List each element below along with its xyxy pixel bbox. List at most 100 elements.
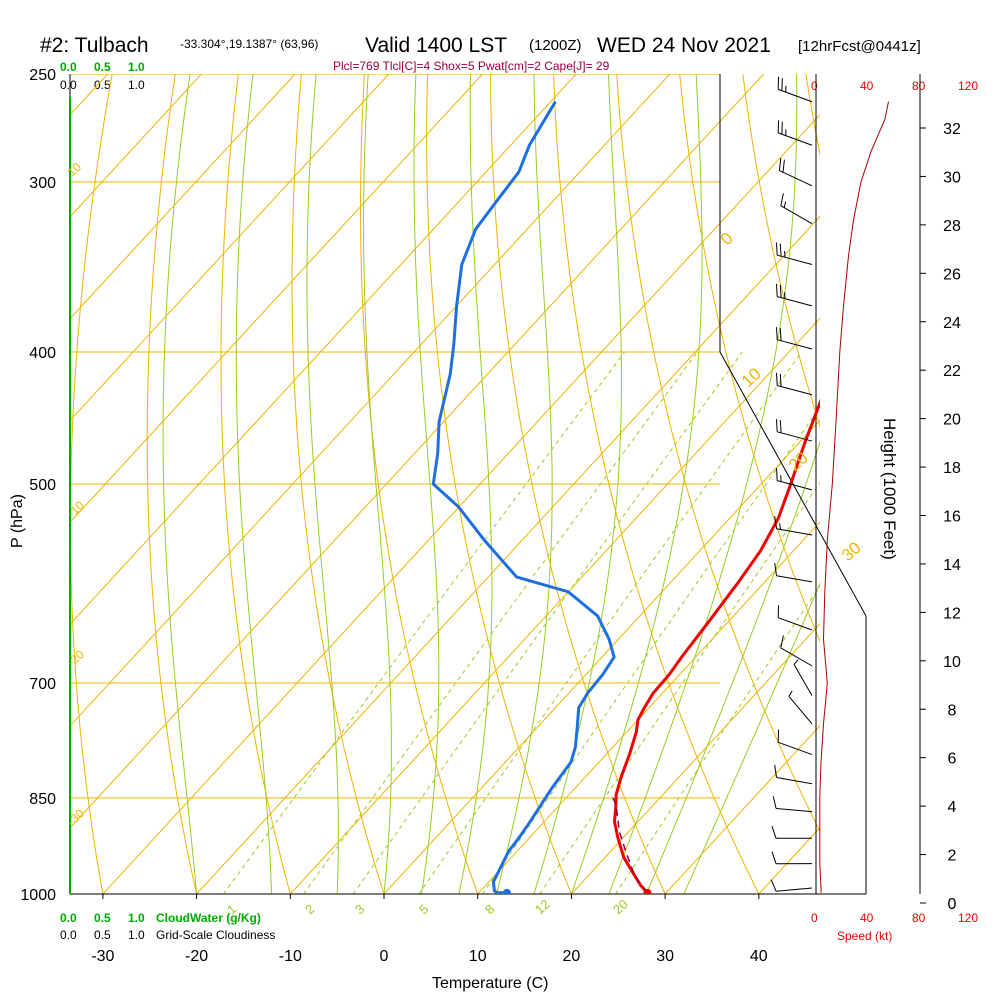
speed-scale: 0 40 80 120 0 40 80 120 Speed (kt) [811, 79, 978, 943]
isotherm-label: 10 [65, 160, 85, 180]
speed-tick: 0 [811, 911, 818, 925]
height-tick-label: 0 [948, 896, 957, 913]
mixing-ratio-line [303, 351, 698, 894]
wind-barb [777, 120, 813, 146]
isotherm-line [664, 724, 820, 894]
speed-tick: 40 [860, 911, 874, 925]
wind-barb-feather [776, 242, 778, 256]
isotherm-line [70, 74, 296, 320]
thermo-grid [70, 74, 820, 894]
temperature-tick-label: 40 [750, 948, 768, 965]
cloud-water-tick: 0.5 [94, 911, 111, 925]
chart-title-date: WED 24 Nov 2021 [597, 34, 771, 57]
dry-adiabat-line [146, 74, 198, 894]
moist-adiabat-line [533, 74, 622, 894]
wind-barb-staff [776, 887, 813, 892]
dry-adiabat-line [70, 74, 113, 894]
wind-barb [774, 764, 813, 785]
cloudiness-tick: 0.0 [60, 928, 77, 942]
wind-barb-feather [779, 284, 782, 298]
isotherm-line [477, 521, 820, 894]
mixing-ratio-line [539, 481, 820, 894]
chart-title-forecast: [12hrFcst@0441z] [798, 38, 921, 55]
dry-adiabat-line [220, 74, 291, 894]
isotherm-label: -30 [65, 806, 87, 828]
cloud-water-bottom-scale: 0.0 0.5 1.0 CloudWater (g/Kg) 0.0 0.5 1.… [60, 911, 275, 942]
wind-barb-feather [782, 159, 785, 173]
wind-barb-feather [774, 764, 777, 778]
moist-adiabat-line [413, 74, 440, 894]
wind-barb-feather [779, 373, 782, 387]
wind-barb-staff [777, 339, 813, 350]
height-tick-label: 16 [943, 509, 961, 526]
speed-tick: 120 [958, 911, 978, 925]
temperature-tick-label: 0 [380, 948, 389, 965]
mixing-ratio-label: 5 [416, 901, 431, 917]
height-axis-title: Height (1000 Feet) [880, 418, 899, 560]
mixing-ratio-line [352, 351, 743, 894]
mixing-ratio-label: 12 [532, 896, 553, 917]
wind-barb-feather [774, 563, 777, 576]
wind-barb-staff [776, 777, 813, 785]
wind-barb-staff [776, 528, 813, 536]
profile-lines [431, 100, 820, 894]
temperature-tick-label: 20 [563, 948, 581, 965]
wind-barb [780, 193, 813, 225]
cloud-water-tick: 0.5 [94, 60, 111, 74]
chart-title-valid: Valid 1400 LST [365, 34, 507, 57]
moist-adiabat-line [570, 74, 703, 894]
height-tick-label: 10 [943, 654, 961, 671]
speed-tick: 120 [958, 79, 978, 93]
wind-speed-line [819, 101, 889, 893]
temperature-tick-label: -30 [91, 948, 114, 965]
height-tick-label: 18 [943, 460, 961, 477]
cloud-water-tick: 0.0 [60, 60, 77, 74]
wind-barb-feather [779, 328, 782, 341]
wind-barb-feather [778, 157, 782, 171]
wind-barb-half-feather [779, 523, 781, 530]
moist-adiabat-line [495, 74, 553, 894]
mixing-ratio-label: 3 [352, 901, 367, 917]
wind-barb [776, 467, 813, 491]
wind-barb-feather [772, 796, 777, 809]
isotherm-label: -20 [65, 647, 87, 669]
temperature-line [612, 398, 820, 894]
isotherm-label: -10 [65, 498, 87, 520]
wind-barb [793, 659, 813, 696]
wind-barb-staff [778, 617, 813, 631]
moist-adiabat-line [645, 440, 820, 894]
height-tick-label: 12 [943, 605, 961, 622]
parcel-line [612, 797, 649, 894]
moist-adiabat-line [162, 74, 198, 894]
mixing-ratio-line [615, 585, 820, 894]
wind-barb-staff [780, 205, 813, 225]
wind-barb-feather [776, 419, 778, 432]
cloud-water-label: CloudWater (g/Kg) [156, 911, 261, 925]
speed-tick: 80 [912, 911, 926, 925]
height-tick-label: 28 [943, 218, 961, 235]
dry-adiabat-line [553, 74, 760, 894]
height-tick-label: 4 [948, 799, 957, 816]
chart-title-station: #2: Tulbach [40, 34, 149, 57]
surface-marker [643, 888, 652, 894]
wind-barb [777, 76, 813, 103]
wind-barb [770, 879, 813, 892]
dry-adiabat-line [679, 74, 820, 643]
wind-barb [777, 605, 813, 631]
wind-barb [777, 729, 813, 756]
wind-barb [776, 283, 813, 307]
pressure-tick-label: 500 [29, 477, 56, 494]
cloudiness-tick: 1.0 [128, 928, 145, 942]
dry-adiabat-line [805, 74, 820, 157]
wind-barb [788, 690, 813, 725]
wind-barb-feather [776, 283, 778, 297]
wind-barb [776, 419, 813, 442]
wind-barb [771, 826, 813, 839]
wind-barb-feather [770, 879, 777, 892]
moist-adiabat-line [363, 74, 392, 894]
wind-barb-staff [776, 575, 813, 583]
chart-title-coords: -33.304°,19.1387° (63,96) [180, 37, 318, 51]
wind-panel [770, 76, 889, 893]
y-axis-title: P (hPa) [9, 494, 26, 548]
wind-barb-feather [771, 826, 777, 839]
